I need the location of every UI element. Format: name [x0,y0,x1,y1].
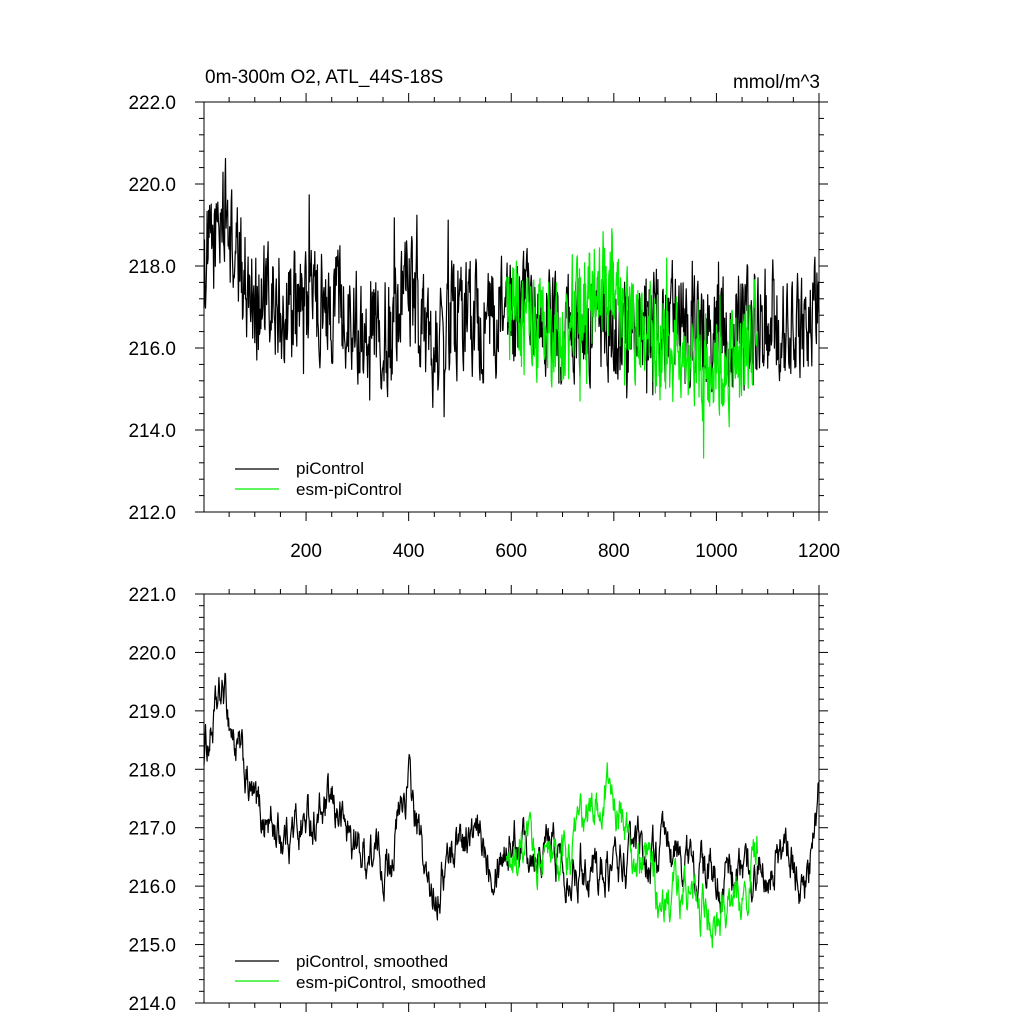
y-tick-label: 215.0 [128,936,176,957]
top-panel-series [203,157,820,459]
x-tick-label: 200 [290,541,322,562]
legend-label-esm-picontrol-smoothed: esm-piControl, smoothed [296,973,486,992]
top-panel-legend: piControl esm-piControl [235,459,402,499]
x-tick-label: 400 [393,541,425,562]
bottom-panel-series [203,672,820,949]
y-tick-label: 221.0 [128,585,176,606]
legend-label-picontrol-smoothed: piControl, smoothed [296,952,448,971]
y-tick-label: 220.0 [128,643,176,664]
top-panel-units: mmol/m^3 [733,72,820,93]
x-tick-label: 800 [598,541,630,562]
y-tick-label: 220.0 [128,175,176,196]
y-tick-label: 222.0 [128,93,176,114]
y-tick-label: 214.0 [128,994,176,1015]
top-panel-ticks: 212.0 214.0 216.0 218.0 220.0 222.0 200 400 600 8… [128,93,840,562]
legend-label-picontrol: piControl [296,459,364,478]
y-tick-label: 217.0 [128,819,176,840]
y-tick-label: 219.0 [128,702,176,723]
x-tick-label: 1200 [798,541,840,562]
bottom-panel-frame [203,593,820,1004]
top-panel-title: 0m-300m O2, ATL_44S-18S [205,67,443,88]
y-tick-label: 218.0 [128,257,176,278]
series-line-picontrol [203,157,820,418]
top-panel-frame [203,101,820,513]
bottom-panel-ticks: 214.0 215.0 216.0 217.0 218.0 219.0 220.0 221.0 [128,585,828,1015]
y-tick-label: 214.0 [128,421,176,442]
x-tick-label: 1000 [695,541,737,562]
bottom-panel: 214.0 215.0 216.0 217.0 218.0 219.0 220.0 221.0… [128,585,828,1015]
y-tick-label: 212.0 [128,503,176,524]
y-tick-label: 216.0 [128,339,176,360]
series-line-esm-picontrol-smoothed [506,762,758,949]
series-line-esm-picontrol [506,228,758,459]
legend-label-esm-picontrol: esm-piControl [296,480,402,499]
x-tick-label: 600 [495,541,527,562]
y-tick-label: 216.0 [128,877,176,898]
series-line-picontrol-smoothed [203,672,820,921]
y-tick-label: 218.0 [128,760,176,781]
top-panel: 0m-300m O2, ATL_44S-18S mmol/m^3 212.021… [128,67,840,562]
bottom-panel-legend: piControl, smoothed esm-piControl, smoot… [235,952,486,992]
